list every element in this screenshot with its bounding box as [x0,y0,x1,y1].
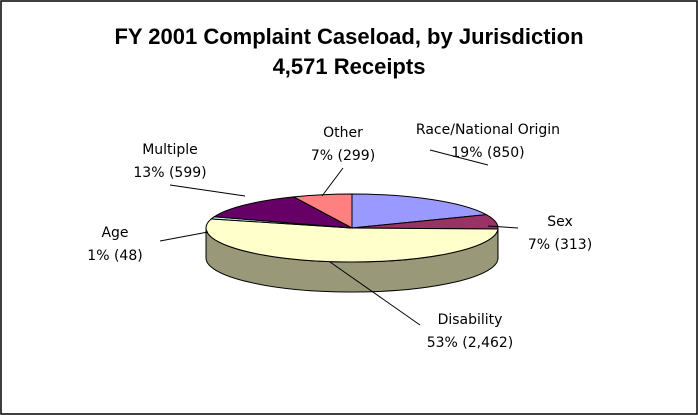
category-label: Other [323,125,363,141]
pie-slice [291,193,353,229]
category-label: Age [101,225,128,241]
pie-slice [212,196,353,229]
chart-title: FY 2001 Complaint Caseload, by Jurisdict… [114,24,583,49]
leader-line [169,184,246,197]
category-label: Race/National Origin [416,122,560,138]
category-label: Multiple [142,142,198,158]
pie-slice [351,193,488,229]
value-label: 53% (2,462) [427,335,514,351]
chart-subtitle: 4,571 Receipts [273,54,426,79]
category-label: Disability [438,312,503,328]
leader-line [329,261,421,326]
value-label: 19% (850) [451,145,524,161]
category-label: Sex [547,214,573,230]
leader-line [159,231,209,242]
value-label: 7% (313) [528,237,592,253]
leader-line [429,149,489,166]
leader-line [321,167,344,197]
leader-line [487,225,519,229]
value-label: 1% (48) [87,248,142,264]
value-label: 7% (299) [311,148,375,164]
value-label: 13% (599) [133,165,206,181]
